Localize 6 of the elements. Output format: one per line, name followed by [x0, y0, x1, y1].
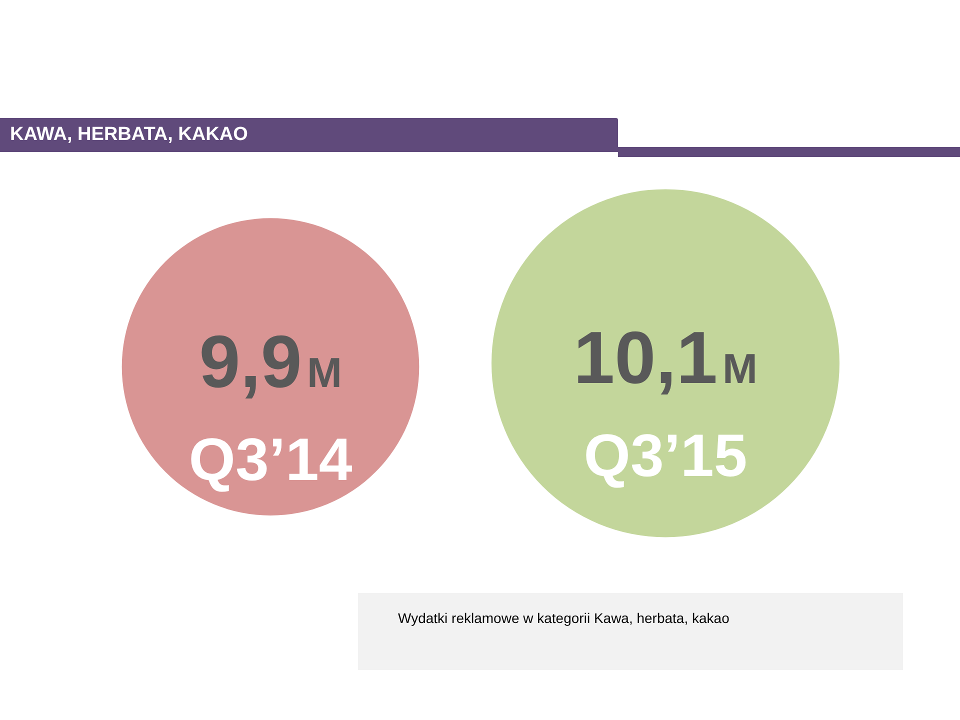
x-tick-label: Q3’15 [584, 422, 748, 490]
data-label: 10,1M [573, 316, 758, 400]
text: Wydatki reklamowe w kategorii Kawa, herbata, kakao [398, 609, 730, 627]
data-label: 9,9M [199, 320, 342, 403]
chart-title: KAWA, HERBATA, KAKAO [10, 124, 248, 146]
x-tick-label: Q3’14 [188, 426, 353, 493]
